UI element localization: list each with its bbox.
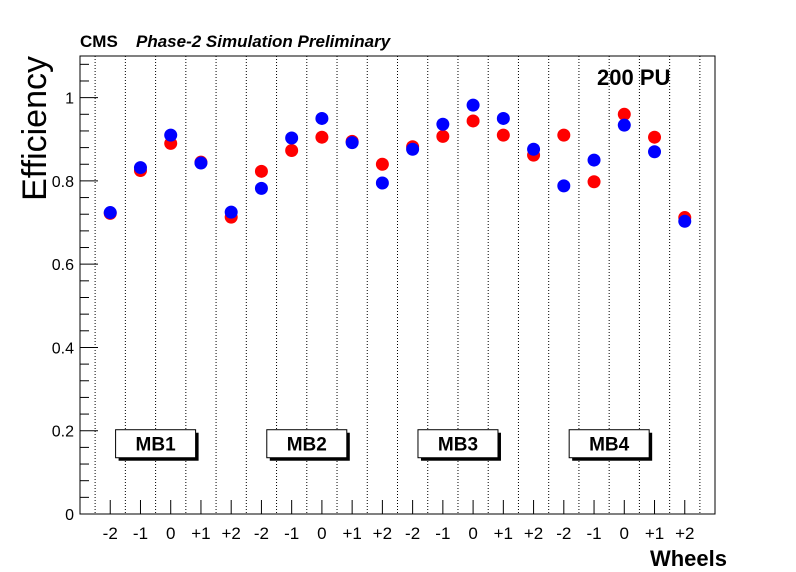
x-tick-label: -1 — [133, 524, 148, 543]
station-label: MB1 — [136, 435, 177, 456]
x-tick-label: -2 — [103, 524, 118, 543]
station-label: MB4 — [589, 435, 630, 456]
y-tick-label: 1 — [65, 91, 74, 108]
x-tick-label: +1 — [645, 524, 664, 543]
x-tick-label: +2 — [221, 524, 240, 543]
data-point-series-2 — [406, 142, 420, 156]
data-point-series-1 — [466, 114, 480, 128]
data-point-series-1 — [587, 175, 601, 189]
data-point-series-2 — [285, 131, 299, 145]
pileup-annotation: 200 PU — [597, 65, 670, 90]
data-point-series-2 — [587, 153, 601, 167]
y-tick-label: 0.4 — [52, 340, 74, 357]
data-point-series-2 — [436, 117, 450, 131]
data-point-series-1 — [254, 164, 268, 178]
station-box — [568, 429, 650, 459]
y-tick-label: 0.6 — [52, 257, 74, 274]
data-point-series-2 — [375, 176, 389, 190]
x-tick-label: 0 — [620, 524, 629, 543]
x-tick-label: +1 — [342, 524, 361, 543]
y-axis: 0 0.2 0.4 0.6 0.8 1 — [52, 63, 98, 524]
data-point-series-1 — [285, 144, 299, 158]
data-point-series-2 — [466, 98, 480, 112]
data-point-series-2 — [254, 181, 268, 195]
experiment-label: CMS — [80, 32, 118, 51]
x-tick-label: 0 — [166, 524, 175, 543]
x-tick-label: -2 — [405, 524, 420, 543]
data-point-series-1 — [375, 157, 389, 171]
x-tick-label: 0 — [317, 524, 326, 543]
x-tick-label: +2 — [373, 524, 392, 543]
y-axis-title: Efficiency — [16, 56, 54, 201]
x-tick-label: -1 — [435, 524, 450, 543]
station-box — [115, 429, 197, 459]
x-tick-label: -2 — [254, 524, 269, 543]
data-point-series-1 — [436, 129, 450, 143]
y-tick-label: 0.8 — [52, 174, 74, 191]
station-labels: MB1 MB2 MB3 MB4 — [115, 429, 653, 461]
data-point-series-1 — [315, 130, 329, 144]
x-tick-label: -1 — [284, 524, 299, 543]
data-point-series-2 — [557, 179, 571, 193]
station-box — [417, 429, 499, 459]
x-tick-label: +2 — [675, 524, 694, 543]
station-label: MB3 — [438, 435, 478, 456]
data-points — [103, 98, 692, 228]
x-axis: -2 -1 0 +1 +2 -2 -1 0 +1 +2 -2 -1 0 +1 +2 -2 -1 0 +1 +2 — [103, 500, 694, 543]
y-tick-label: 0 — [65, 507, 74, 524]
plot-frame — [79, 55, 716, 515]
x-tick-label: 0 — [468, 524, 477, 543]
data-point-series-2 — [617, 118, 631, 132]
station-box — [266, 429, 348, 459]
data-point-series-2 — [133, 161, 147, 175]
data-point-series-2 — [224, 205, 238, 219]
data-point-series-1 — [617, 107, 631, 121]
x-axis-title: Wheels — [650, 546, 727, 571]
data-point-series-1 — [496, 128, 510, 142]
data-point-series-2 — [496, 111, 510, 125]
data-point-series-2 — [678, 214, 692, 228]
x-tick-label: +1 — [191, 524, 210, 543]
x-tick-label: -2 — [556, 524, 571, 543]
x-tick-label: +1 — [494, 524, 513, 543]
status-label: Phase-2 Simulation Preliminary — [136, 32, 392, 51]
data-point-series-2 — [164, 128, 178, 142]
data-point-series-2 — [194, 156, 208, 170]
data-point-series-2 — [103, 206, 117, 220]
data-point-series-2 — [315, 111, 329, 125]
data-point-series-1 — [557, 128, 571, 142]
data-point-series-2 — [345, 136, 359, 150]
y-tick-label: 0.2 — [52, 424, 74, 441]
x-tick-label: +2 — [524, 524, 543, 543]
x-tick-label: -1 — [586, 524, 601, 543]
data-point-series-1 — [648, 130, 662, 144]
data-point-series-2 — [527, 142, 541, 156]
station-label: MB2 — [287, 435, 327, 456]
data-point-series-2 — [648, 145, 662, 159]
